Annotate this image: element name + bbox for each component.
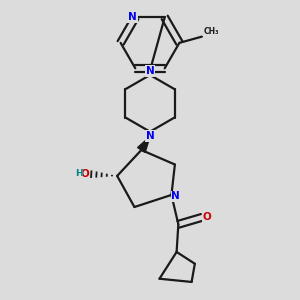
Text: O: O: [80, 169, 89, 179]
Text: H: H: [75, 169, 82, 178]
Text: N: N: [171, 191, 180, 201]
Text: N: N: [146, 131, 154, 141]
Polygon shape: [138, 136, 150, 152]
Text: CH₃: CH₃: [204, 27, 219, 36]
Text: O: O: [202, 212, 211, 222]
Text: N: N: [146, 66, 154, 76]
Text: N: N: [128, 12, 137, 22]
